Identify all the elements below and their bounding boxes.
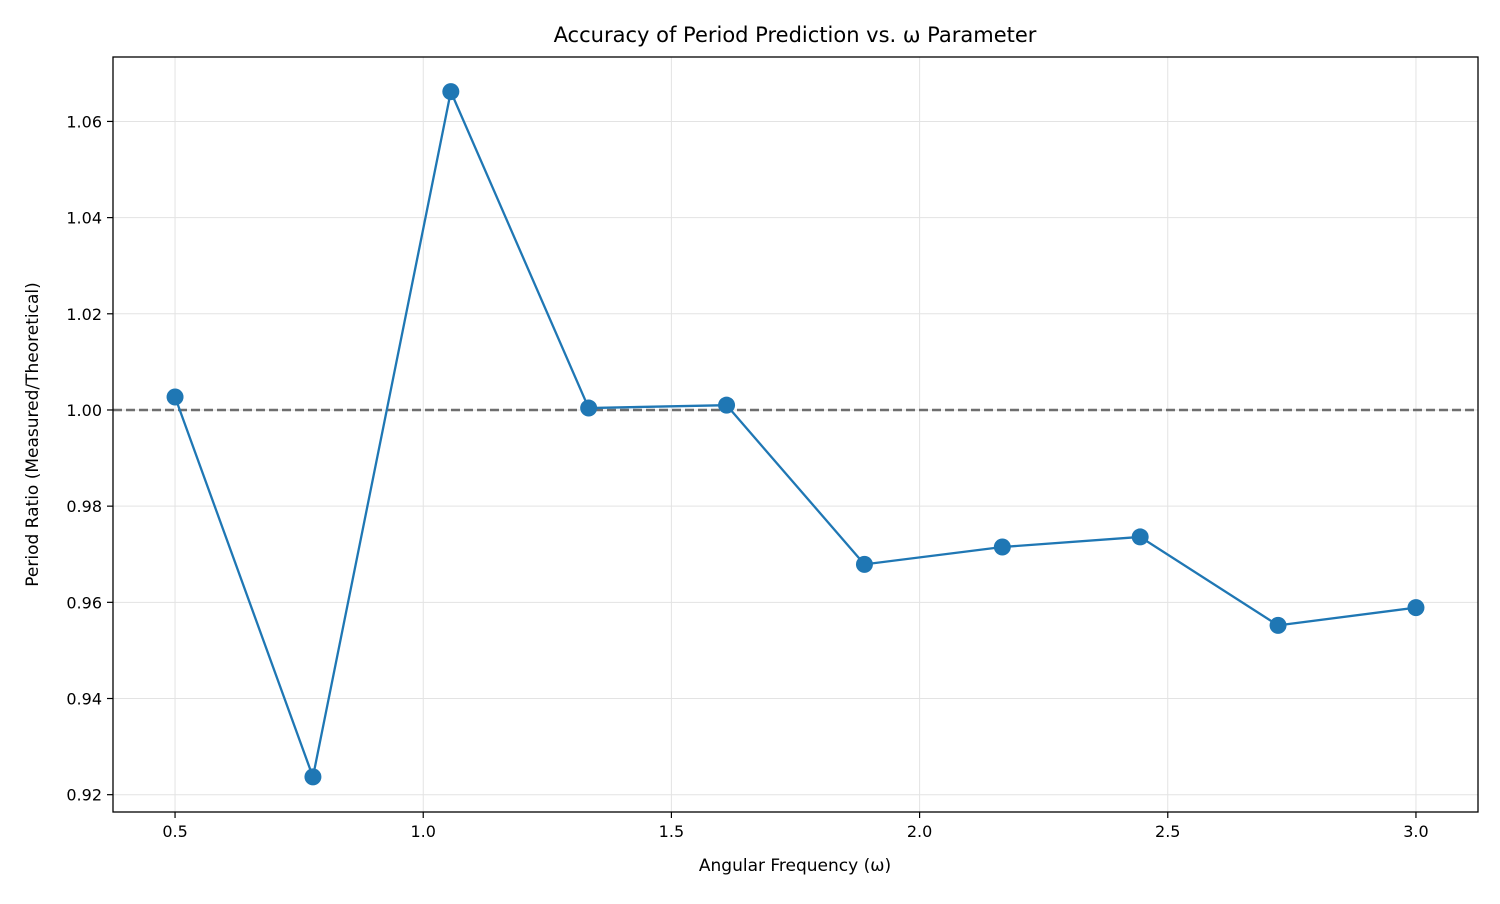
y-axis-ticks: 0.92 0.94 0.96 0.98 1.00 1.02 1.04 1.06 — [66, 112, 113, 805]
data-point — [166, 388, 184, 406]
y-tick-label: 1.02 — [66, 305, 102, 324]
y-axis-label: Period Ratio (Measured/Theoretical) — [23, 282, 43, 586]
y-tick-label: 0.96 — [66, 593, 102, 612]
plot-frame — [112, 56, 1479, 813]
data-point — [1269, 616, 1287, 634]
y-tick-label: 0.98 — [66, 497, 102, 516]
y-tick-label: 1.06 — [66, 112, 102, 131]
x-axis-ticks: 0.5 1.0 1.5 2.0 2.5 3.0 — [162, 812, 1429, 841]
x-tick-label: 2.5 — [1155, 822, 1180, 841]
data-point — [1131, 528, 1149, 546]
data-point — [442, 83, 460, 101]
data-point — [1407, 599, 1425, 617]
y-tick-label: 1.04 — [66, 209, 102, 228]
x-tick-label: 0.5 — [162, 822, 187, 841]
chart-title: Accuracy of Period Prediction vs. ω Para… — [554, 23, 1037, 47]
y-tick-label: 1.00 — [66, 401, 102, 420]
data-point — [304, 768, 322, 786]
data-point — [718, 396, 736, 414]
x-tick-label: 3.0 — [1403, 822, 1428, 841]
series-line — [173, 90, 1417, 779]
data-point — [855, 555, 873, 573]
x-tick-label: 1.5 — [659, 822, 684, 841]
y-tick-label: 0.92 — [66, 786, 102, 805]
y-tick-label: 0.94 — [66, 690, 102, 709]
data-point — [580, 399, 598, 417]
series-group — [166, 83, 1425, 786]
x-tick-label: 1.0 — [411, 822, 436, 841]
x-tick-label: 2.0 — [907, 822, 932, 841]
x-axis-label: Angular Frequency (ω) — [699, 856, 891, 876]
data-point — [993, 538, 1011, 556]
